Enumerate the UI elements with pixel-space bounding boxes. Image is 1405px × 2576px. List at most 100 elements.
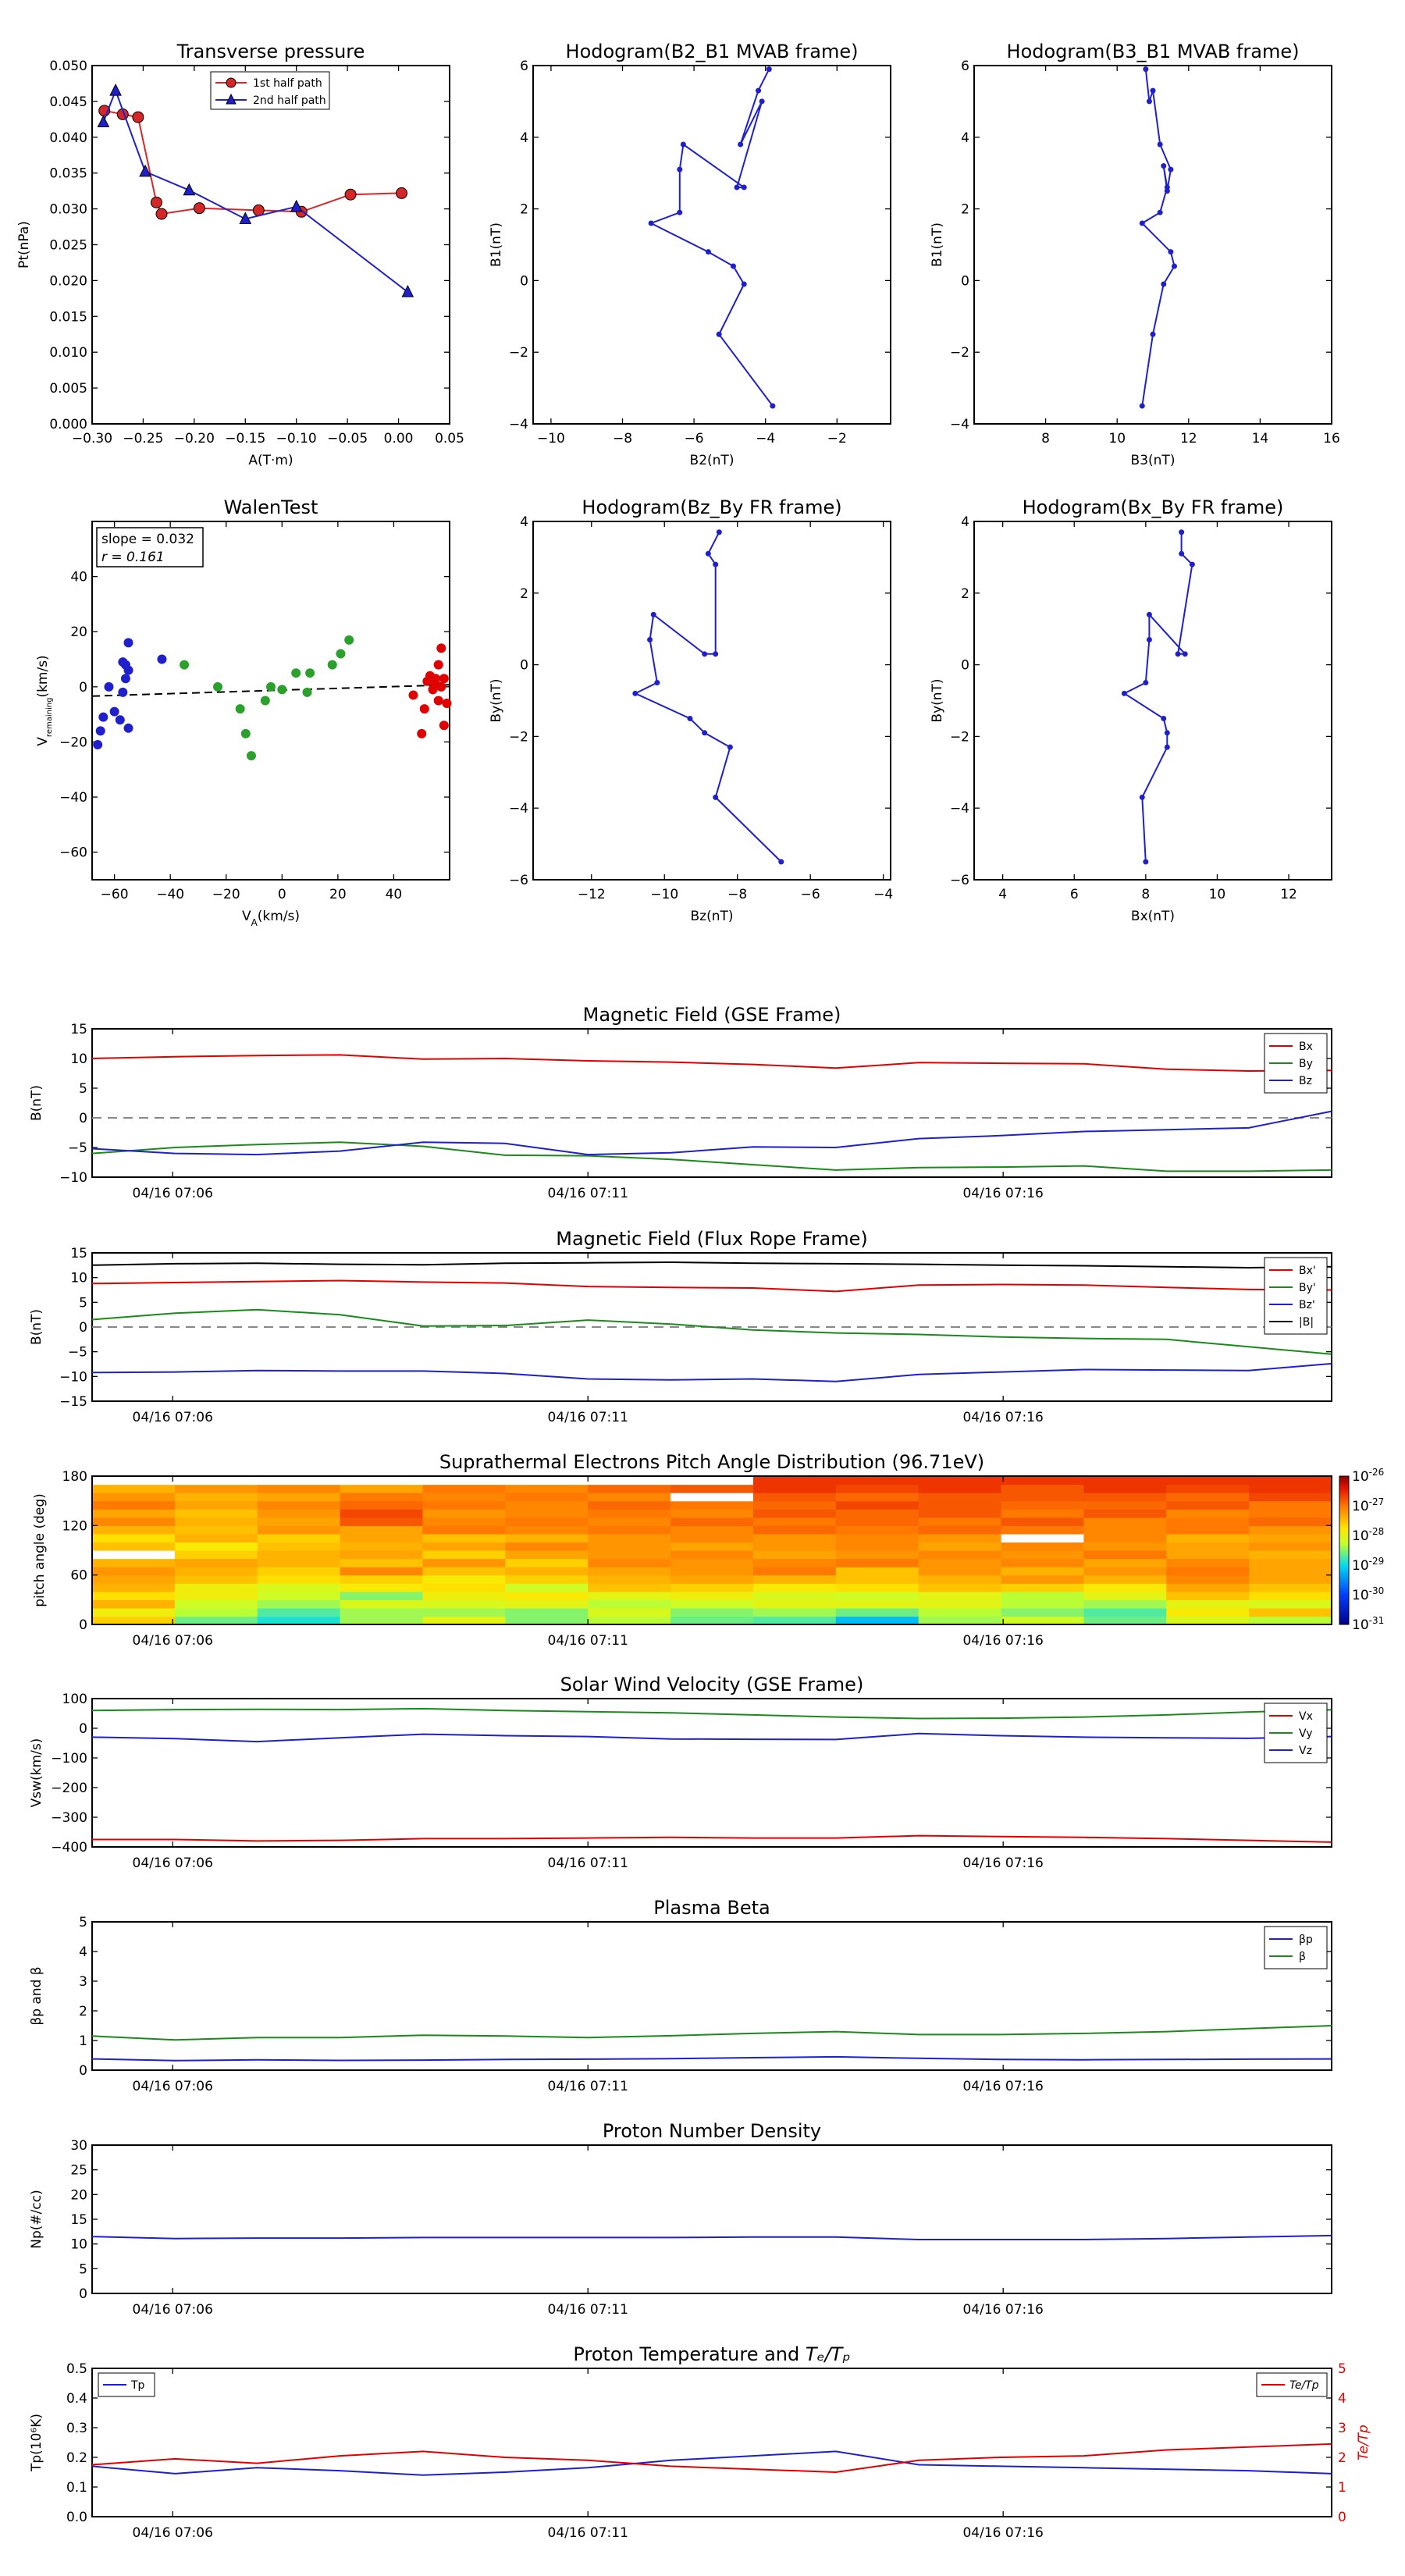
heatmap-cell <box>1001 1493 1084 1502</box>
heatmap-cell <box>918 1591 1002 1600</box>
y-tick-label: −40 <box>59 790 87 806</box>
x-tick-label: −0.20 <box>174 431 215 447</box>
colorbar-cell <box>1339 1517 1349 1521</box>
vsw-title: Solar Wind Velocity (GSE Frame) <box>560 1674 864 1695</box>
heatmap-cell <box>835 1567 919 1576</box>
y2-label: Te/Tp <box>1356 2425 1371 2460</box>
heatmap-cell <box>1083 1558 1167 1567</box>
legend-label: β <box>1299 1951 1306 1963</box>
chart-pad: Suprathermal Electrons Pitch Angle Distr… <box>32 1451 1384 1649</box>
h1-xlabel: B2(nT) <box>690 453 735 468</box>
colorbar-exponent: -30 <box>1369 1585 1385 1596</box>
data-point <box>109 84 122 96</box>
data-point <box>439 674 449 684</box>
x-tick-label: −0.05 <box>327 431 368 447</box>
data-point <box>1157 141 1163 148</box>
colorbar-cell <box>1339 1592 1349 1596</box>
heatmap-cell <box>92 1476 176 1485</box>
transverse-pressure-xlabel: A(T·m) <box>248 453 293 468</box>
heatmap-cell <box>835 1583 919 1592</box>
data-point <box>157 654 167 664</box>
heatmap-cell <box>752 1509 837 1518</box>
y-tick-label: −10 <box>59 1170 87 1186</box>
heatmap-cell <box>918 1500 1002 1510</box>
y-tick-label: 1 <box>79 2033 87 2049</box>
data-point <box>120 674 130 684</box>
colorbar-cell <box>1339 1476 1349 1479</box>
y-tick-label: −400 <box>51 1840 87 1856</box>
heatmap-cell <box>1249 1607 1332 1617</box>
y-tick-label: −100 <box>51 1751 87 1767</box>
heatmap-cell <box>1249 1542 1332 1551</box>
colorbar-cell <box>1339 1545 1349 1549</box>
heatmap-cell <box>1249 1500 1332 1510</box>
data-point <box>648 220 654 226</box>
heatmap-cell <box>1001 1476 1084 1485</box>
y-tick-label: 4 <box>520 130 528 146</box>
colorbar-cell <box>1339 1560 1349 1564</box>
x-tick-label: 04/16 07:11 <box>548 2525 628 2541</box>
x-tick-label: 6 <box>1070 887 1079 902</box>
data-point <box>436 643 446 653</box>
heatmap-cell <box>1166 1558 1250 1567</box>
heatmap-cell <box>835 1509 919 1518</box>
heatmap-cell <box>752 1476 837 1485</box>
walen-ylabel: Vremaining(km/s) <box>35 655 54 745</box>
y-tick-label: 15 <box>70 1022 87 1037</box>
colorbar-label: 10-30 <box>1352 1585 1384 1603</box>
y-tick-label: 0.045 <box>49 94 87 110</box>
heatmap-cell <box>918 1476 1002 1485</box>
x-tick-label: 04/16 07:16 <box>962 1856 1043 1871</box>
heatmap-cell <box>340 1476 424 1485</box>
heatmap-cell <box>1001 1607 1084 1617</box>
y-tick-label: 0 <box>79 1111 87 1126</box>
x-tick-label: 04/16 07:16 <box>962 1410 1043 1425</box>
heatmap-cell <box>752 1542 837 1551</box>
y-tick-label: 10 <box>70 2237 87 2253</box>
heatmap-cell <box>1249 1599 1332 1609</box>
heatmap-cell <box>670 1476 754 1485</box>
heatmap-cell <box>1083 1525 1167 1535</box>
heatmap-cell <box>422 1525 506 1535</box>
heatmap-cell <box>92 1500 176 1510</box>
heatmap-cell <box>918 1599 1002 1609</box>
data-point <box>327 660 337 670</box>
heatmap-cell <box>918 1542 1002 1551</box>
data-point <box>419 704 429 714</box>
y-tick-label: −4 <box>509 801 528 817</box>
legend-label: 1st half path <box>253 77 322 90</box>
data-point <box>118 687 128 697</box>
x-tick-label: 04/16 07:11 <box>548 2302 628 2318</box>
data-point <box>305 668 315 678</box>
heatmap-cell <box>588 1583 671 1592</box>
heatmap-cell <box>505 1525 589 1535</box>
y-tick-label: −4 <box>950 801 969 817</box>
heatmap-cell <box>505 1607 589 1617</box>
y-tick-label: −6 <box>950 873 969 888</box>
heatmap-cell <box>1166 1567 1250 1576</box>
x-tick-label: 04/16 07:16 <box>962 1633 1043 1649</box>
heatmap-cell <box>1249 1567 1332 1576</box>
colorbar-cell <box>1339 1572 1349 1576</box>
heatmap-cell <box>1001 1591 1084 1600</box>
heatmap-cell <box>1083 1550 1167 1560</box>
h4-title: Hodogram(Bx_By FR frame) <box>1023 496 1284 518</box>
x-tick-label: 04/16 07:06 <box>133 2525 213 2541</box>
x-tick-label: −10 <box>650 887 678 902</box>
heatmap-cell <box>1166 1583 1250 1592</box>
xlabel-sub: A <box>251 917 258 928</box>
data-point <box>759 98 765 105</box>
y-tick-label: 25 <box>70 2163 87 2179</box>
colorbar-cell <box>1339 1574 1349 1578</box>
heatmap-cell <box>1166 1616 1250 1625</box>
heatmap-cell <box>835 1607 919 1617</box>
x-tick-label: 14 <box>1252 431 1269 447</box>
legend-box <box>1264 1926 1328 1969</box>
y-tick-label: 0.050 <box>49 59 87 74</box>
hodogram-line <box>649 69 774 407</box>
heatmap-cell <box>670 1500 754 1510</box>
h3-ylabel: By(nT) <box>489 678 504 722</box>
heatmap-cell <box>340 1525 424 1535</box>
x-tick-label: 8 <box>1041 431 1050 447</box>
x-tick-label: 12 <box>1280 887 1297 902</box>
